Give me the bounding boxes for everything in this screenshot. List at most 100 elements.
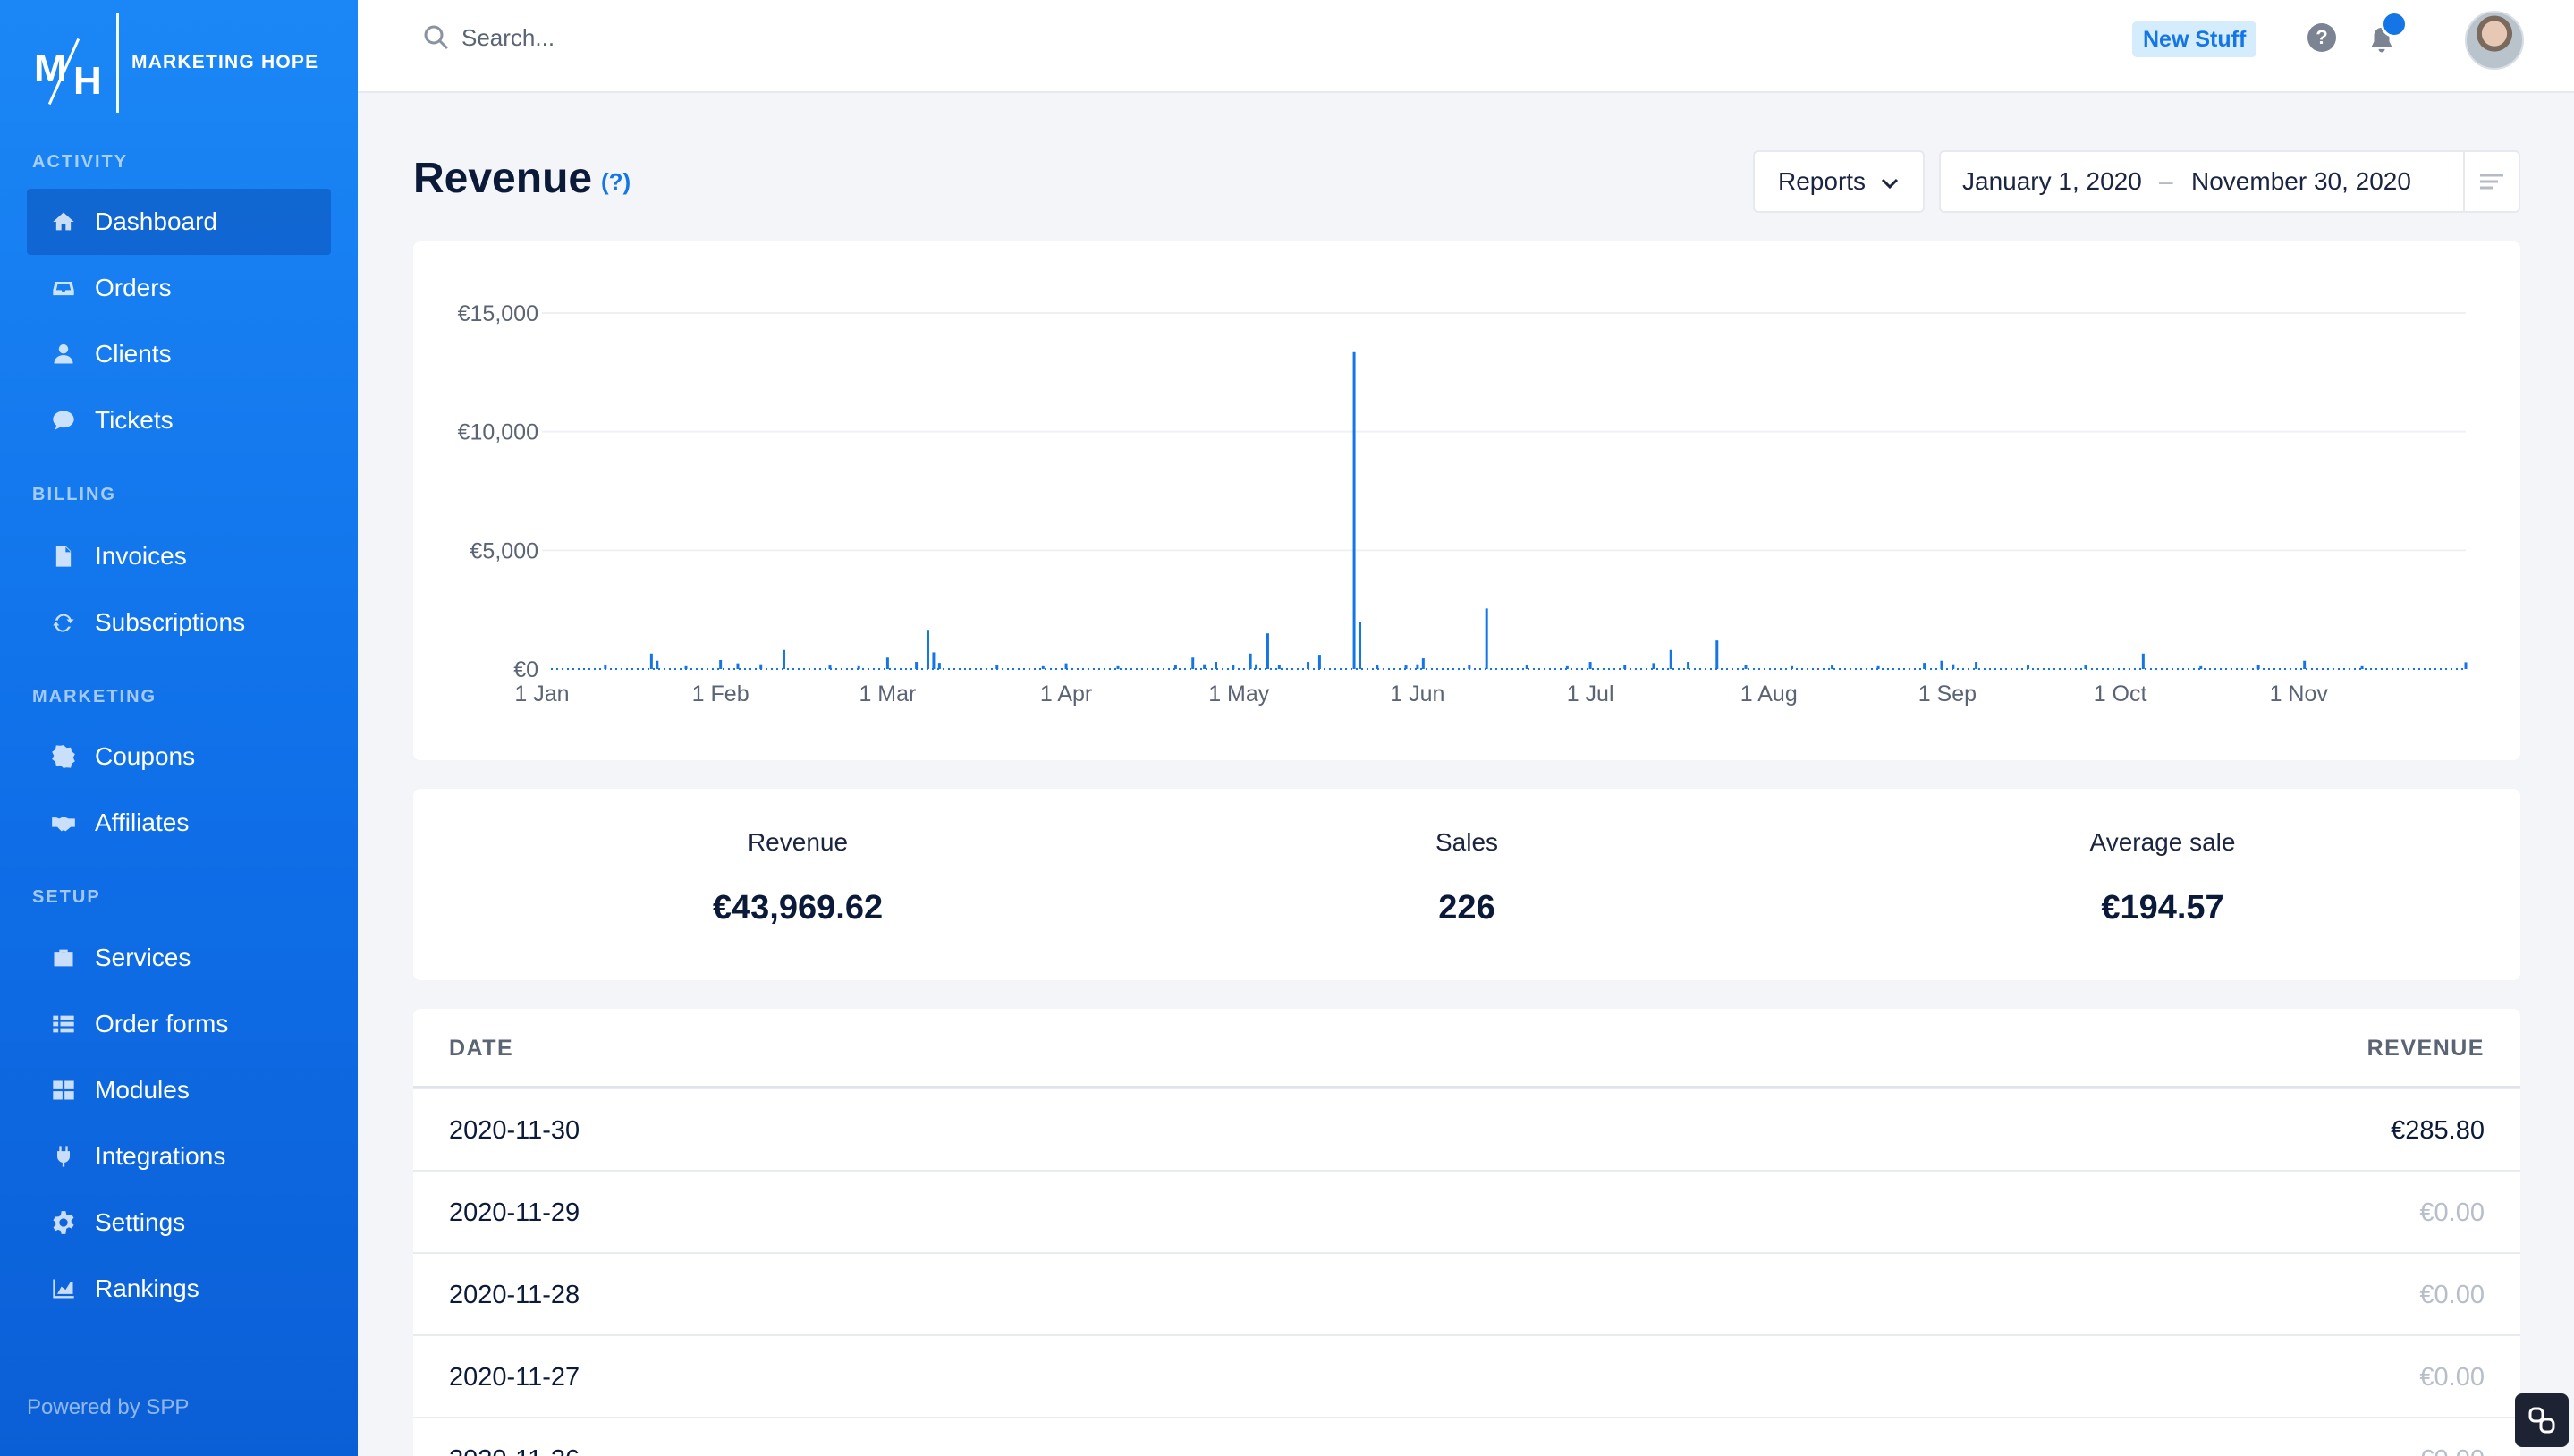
row-date: 2020-11-29 (449, 1198, 580, 1227)
nav-section-activity: ACTIVITY (32, 152, 129, 172)
chart-bar (885, 657, 889, 669)
brand-logo[interactable]: M H MARKETING HOPE (32, 13, 318, 113)
chart-bar (1669, 649, 1672, 669)
chat-bubble-icon (50, 407, 77, 434)
stat-label: Average sale (2089, 828, 2236, 856)
sidebar-item-invoices[interactable]: Invoices (27, 523, 331, 589)
table-row[interactable]: 2020-11-28 €0.00 (413, 1252, 2520, 1334)
x-tick-label: 1 Nov (2270, 681, 2329, 707)
sidebar-item-affiliates[interactable]: Affiliates (27, 790, 331, 856)
powered-by-link[interactable]: Powered by SPP (27, 1395, 190, 1419)
sidebar-item-integrations[interactable]: Integrations (27, 1123, 331, 1189)
sidebar-item-tickets[interactable]: Tickets (27, 387, 331, 453)
stat-label: Sales (1435, 828, 1499, 856)
user-icon (50, 341, 77, 368)
chart-bar (1191, 657, 1195, 669)
row-date: 2020-11-28 (449, 1281, 580, 1309)
x-tick-label: 1 Oct (2094, 681, 2147, 707)
revenue-chart-card: €0 €5,000 €10,000 €15,000 1 Jan 1 Feb 1 Mar 1 A… (413, 241, 2520, 760)
column-header-revenue[interactable]: REVENUE (2367, 1036, 2485, 1061)
filter-button[interactable] (2463, 152, 2519, 211)
chart-bar (926, 630, 929, 669)
chart-bar (1173, 665, 1177, 669)
nav-section-billing: BILLING (32, 485, 116, 504)
chart-bar (2084, 665, 2087, 669)
chart-bar (1831, 665, 1834, 669)
sidebar-item-rankings[interactable]: Rankings (27, 1256, 331, 1322)
sidebar-item-subscriptions[interactable]: Subscriptions (27, 589, 331, 656)
chart-bar (1404, 665, 1408, 669)
row-revenue: €0.00 (2419, 1281, 2485, 1309)
chart-bar (1214, 662, 1217, 669)
topbar: New Stuff ? (358, 0, 2574, 93)
document-icon (50, 543, 77, 570)
search-input[interactable] (461, 23, 909, 52)
chat-launcher-button[interactable] (2515, 1393, 2569, 1447)
briefcase-icon (50, 944, 77, 971)
sidebar-item-services[interactable]: Services (27, 925, 331, 991)
date-to[interactable]: November 30, 2020 (2191, 167, 2411, 195)
chart-bar (1255, 664, 1258, 669)
chart-bar (1923, 663, 1926, 669)
table-row[interactable]: 2020-11-27 €0.00 (413, 1334, 2520, 1417)
y-tick-label: €5,000 (470, 538, 538, 563)
chart-bar (1232, 665, 1235, 669)
sidebar: M H MARKETING HOPE ACTIVITY Dashboard Or… (0, 0, 358, 1456)
table-row[interactable]: 2020-11-30 €285.80 (413, 1088, 2520, 1170)
row-revenue: €285.80 (2391, 1116, 2485, 1145)
x-tick-label: 1 Mar (859, 681, 916, 707)
avatar[interactable] (2465, 11, 2524, 70)
stat-label: Revenue (747, 828, 849, 856)
chart-bar (1416, 664, 1419, 669)
nav-section-setup: SETUP (32, 887, 101, 907)
chart-bar (2141, 653, 2145, 669)
table-row[interactable]: 2020-11-29 €0.00 (413, 1170, 2520, 1252)
chart-bar (1277, 665, 1281, 669)
table-row[interactable]: 2020-11-26 €0.00 (413, 1417, 2520, 1456)
x-tick-label: 1 Jun (1390, 681, 1444, 707)
chart-bar (915, 662, 919, 669)
sidebar-item-clients[interactable]: Clients (27, 321, 331, 387)
x-tick-label: 1 Feb (692, 681, 749, 707)
row-revenue: €0.00 (2419, 1198, 2485, 1227)
x-tick-label: 1 May (1208, 681, 1270, 707)
chart-bar (2464, 662, 2468, 669)
reports-dropdown[interactable]: Reports (1753, 150, 1925, 213)
chart-bar (1317, 655, 1321, 669)
help-icon[interactable]: ? (2307, 23, 2336, 52)
y-tick-label: €0 (513, 657, 538, 682)
notifications-button[interactable] (2367, 11, 2408, 55)
chart-bar (1652, 663, 1655, 669)
sidebar-item-orders[interactable]: Orders (27, 255, 331, 321)
search-box (422, 23, 909, 52)
search-icon (424, 25, 449, 50)
sidebar-item-coupons[interactable]: Coupons (27, 724, 331, 790)
chart-bar (1041, 665, 1045, 669)
x-tick-label: 1 Jul (1567, 681, 1614, 707)
page-title: Revenue (413, 155, 593, 202)
date-from[interactable]: January 1, 2020 (1962, 167, 2142, 195)
chart-bar (1565, 665, 1569, 669)
column-header-date[interactable]: DATE (449, 1036, 514, 1061)
chart-bar (1468, 665, 1471, 669)
chart-bar (1376, 665, 1379, 669)
chart-bar (1791, 665, 1794, 669)
refresh-icon (50, 609, 77, 636)
sidebar-item-dashboard[interactable]: Dashboard (27, 189, 331, 255)
new-stuff-badge[interactable]: New Stuff (2132, 21, 2257, 57)
stat-value: €43,969.62 (712, 889, 884, 927)
sidebar-item-modules[interactable]: Modules (27, 1057, 331, 1123)
chart-bar (1588, 662, 1592, 669)
x-tick-label: 1 Sep (1918, 681, 1977, 707)
date-range-picker[interactable]: January 1, 2020 – November 30, 2020 (1939, 150, 2520, 213)
page-help-link[interactable]: (?) (601, 168, 631, 195)
chart-bar (1940, 660, 1943, 669)
sidebar-item-order-forms[interactable]: Order forms (27, 991, 331, 1057)
sidebar-item-settings[interactable]: Settings (27, 1189, 331, 1256)
chart-bar (759, 664, 763, 669)
chart-bar (782, 649, 785, 669)
chart-bar (1687, 662, 1690, 669)
gear-icon (50, 1209, 77, 1236)
stat-value: 226 (1438, 889, 1495, 927)
row-date: 2020-11-26 (449, 1445, 580, 1456)
